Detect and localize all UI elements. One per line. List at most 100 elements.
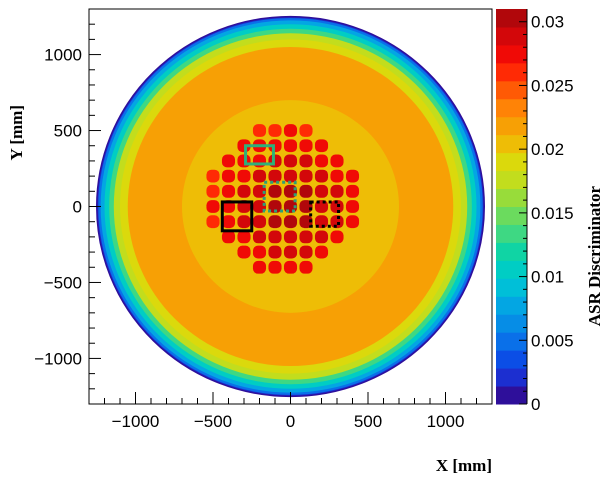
colorbar-tick-label: 0.025	[531, 76, 574, 95]
cluster-cell	[299, 260, 313, 274]
y-tick-label: 500	[54, 122, 82, 141]
y-tick-label: −1000	[34, 349, 82, 368]
x-tick-label: −500	[194, 412, 232, 431]
cluster-cell	[252, 124, 267, 137]
cluster-cell	[345, 200, 360, 213]
annotation-boxes	[220, 144, 341, 233]
cluster-cell	[268, 124, 282, 137]
colorbar-band	[496, 9, 527, 28]
cluster-cell	[206, 200, 220, 213]
y-axis: −1000 −500 0 500 1000	[34, 23, 101, 390]
colorbar-band	[496, 386, 527, 405]
cluster-cell	[237, 230, 251, 244]
cluster-cell	[206, 169, 220, 183]
cluster-cell	[283, 169, 298, 183]
cluster-cell	[330, 184, 344, 198]
cluster-cell	[283, 230, 298, 244]
cluster-cell	[268, 169, 282, 183]
colorbar-band	[496, 224, 527, 243]
colorbar-tick-label: 0.01	[531, 268, 564, 287]
cluster-cell	[283, 260, 298, 274]
cluster-cell	[330, 154, 344, 168]
colorbar-band	[496, 134, 527, 154]
cluster-cell	[252, 215, 267, 229]
cluster-cell	[299, 124, 313, 137]
cluster-cell	[283, 154, 298, 168]
colorbar-band	[496, 80, 527, 100]
cluster-cell	[237, 169, 251, 183]
green-solid-box	[244, 144, 275, 166]
colorbar-band	[496, 296, 527, 315]
cluster-cell	[330, 200, 344, 213]
black-dotted-box	[309, 200, 341, 228]
colorbar-band	[496, 188, 527, 207]
x-tick-label: 1000	[427, 412, 465, 431]
cluster-cell	[268, 200, 282, 213]
cluster-cell	[314, 154, 329, 168]
cluster-cell	[314, 230, 329, 244]
colorbar-band	[496, 152, 527, 172]
cluster-cell	[206, 215, 220, 229]
colorbar-band	[496, 98, 527, 118]
cluster-cell	[252, 230, 267, 244]
cluster-cell	[252, 260, 267, 274]
colorbar-tick-label: 0.005	[531, 331, 574, 350]
cluster-cell	[237, 184, 251, 198]
colorbar-band	[496, 116, 527, 136]
cluster-cell	[299, 169, 313, 183]
cluster-cell	[330, 169, 344, 183]
colorbar-band	[496, 206, 527, 225]
cluster-cell	[268, 260, 282, 274]
x-axis: −1000 −500 0 500 1000	[104, 392, 477, 431]
x-axis-title: X [mm]	[436, 456, 492, 475]
cluster-cell	[299, 154, 313, 168]
cluster-cell	[221, 230, 236, 244]
colorbar-title: ASR Discriminator	[585, 186, 604, 327]
cluster-cell	[345, 169, 360, 183]
heatmap-layer	[96, 15, 485, 398]
y-tick-label: 0	[73, 198, 82, 217]
cluster-cell	[221, 184, 236, 198]
cluster-cell	[221, 154, 236, 168]
colorbar-band	[496, 26, 527, 46]
cluster-cell	[221, 215, 236, 229]
black-solid-box	[220, 200, 254, 233]
y-tick-label: −500	[44, 273, 82, 292]
cluster-cell	[283, 245, 298, 259]
cluster-cell	[314, 169, 329, 183]
colorbar-band	[496, 278, 527, 297]
cluster-cell	[252, 184, 267, 198]
cluster-cell	[268, 184, 282, 198]
y-tick-label: 1000	[44, 46, 82, 65]
colorbar-band	[496, 44, 527, 64]
cluster-cell	[206, 184, 220, 198]
colorbar: 0 0.005 0.01 0.015 0.02 0.025 0.03	[496, 9, 574, 414]
cluster-cell	[283, 124, 298, 137]
cluster-cell	[299, 230, 313, 244]
colorbar-tick-label: 0.02	[531, 140, 564, 159]
colorbar-band	[496, 260, 527, 279]
colorbar-band	[496, 242, 527, 261]
colorbar-band	[496, 314, 527, 333]
colorbar-band	[496, 170, 527, 190]
x-tick-label: 0	[286, 412, 295, 431]
cluster-cell	[299, 184, 313, 198]
cluster-cell	[252, 169, 267, 183]
cluster-cell	[345, 215, 360, 229]
colorbar-band	[496, 368, 527, 387]
x-tick-label: 500	[354, 412, 382, 431]
colorbar-tick-label: 0.03	[531, 13, 564, 32]
colorbar-tick-label: 0	[531, 395, 540, 414]
colorbar-band	[496, 350, 527, 369]
cluster-cell	[283, 215, 298, 229]
colorbar-tick-label: 0.015	[531, 204, 574, 223]
cluster-cell	[221, 169, 236, 183]
cluster-cell	[314, 184, 329, 198]
colorbar-band	[496, 332, 527, 351]
cluster-cell	[268, 230, 282, 244]
cluster-cell	[252, 245, 267, 259]
cluster-cell	[237, 215, 251, 229]
cluster-cell	[330, 215, 344, 229]
cluster-cell	[299, 245, 313, 259]
colorbar-band	[496, 62, 527, 82]
